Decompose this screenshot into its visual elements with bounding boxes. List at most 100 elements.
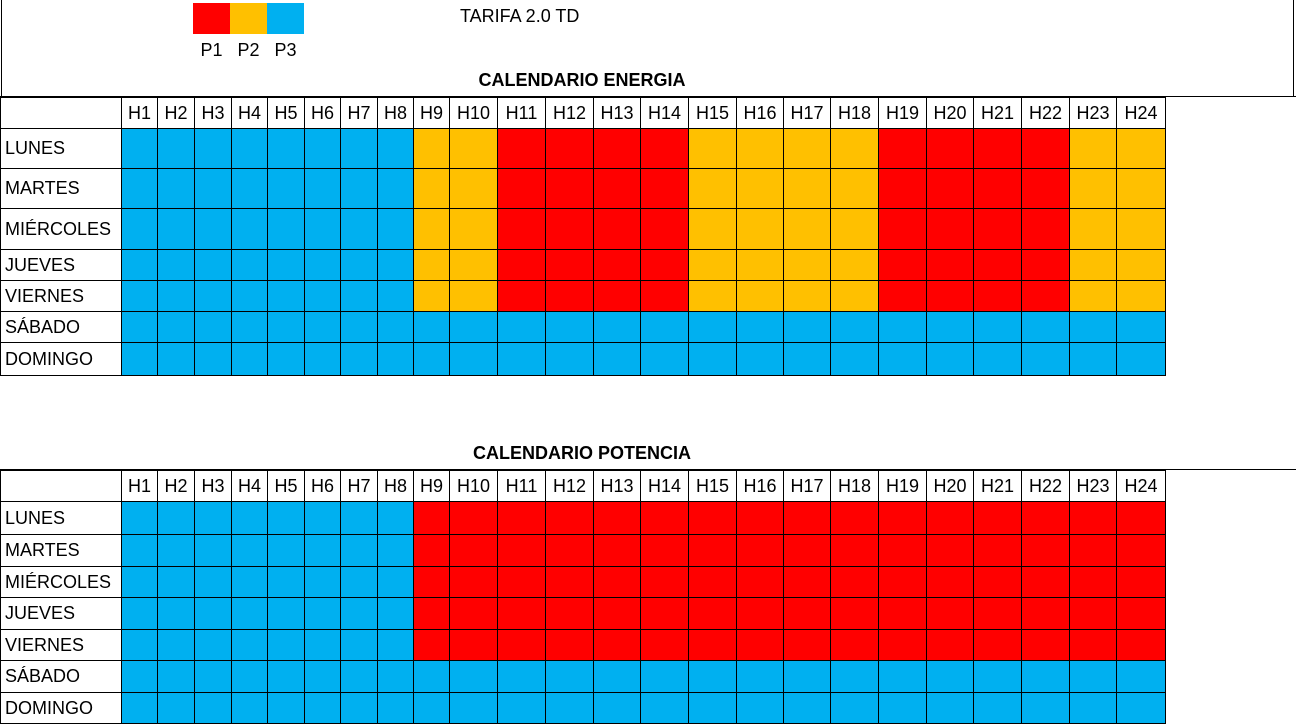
period-cell bbox=[449, 280, 498, 312]
period-cell bbox=[973, 566, 1022, 598]
period-cell bbox=[267, 629, 305, 661]
period-cell bbox=[377, 501, 414, 535]
period-cell bbox=[304, 501, 341, 535]
day-label: JUEVES bbox=[0, 249, 122, 281]
period-cell bbox=[340, 534, 378, 567]
period-cell bbox=[973, 128, 1022, 169]
period-cell bbox=[973, 208, 1022, 250]
period-cell bbox=[640, 597, 689, 630]
header-corner bbox=[0, 470, 122, 502]
period-cell bbox=[545, 501, 594, 535]
period-cell bbox=[736, 342, 784, 376]
period-cell bbox=[449, 660, 498, 693]
period-cell bbox=[926, 629, 974, 661]
period-cell bbox=[973, 597, 1022, 630]
sheet-title: TARIFA 2.0 TD bbox=[460, 6, 580, 26]
period-cell bbox=[121, 311, 158, 343]
period-cell bbox=[640, 128, 689, 169]
period-cell bbox=[413, 660, 450, 693]
day-label: LUNES bbox=[0, 128, 122, 169]
period-cell bbox=[304, 597, 341, 630]
period-cell bbox=[1069, 692, 1117, 724]
period-cell bbox=[377, 566, 414, 598]
period-cell bbox=[973, 249, 1022, 281]
period-cell bbox=[783, 629, 831, 661]
period-cell bbox=[783, 660, 831, 693]
day-label: VIERNES bbox=[0, 280, 122, 312]
period-cell bbox=[545, 629, 594, 661]
hour-header: H20 bbox=[926, 470, 974, 502]
period-cell bbox=[413, 280, 450, 312]
hour-header: H15 bbox=[688, 470, 737, 502]
period-cell bbox=[1021, 249, 1070, 281]
period-cell bbox=[1069, 208, 1117, 250]
period-cell bbox=[304, 249, 341, 281]
period-cell bbox=[449, 128, 498, 169]
period-cell bbox=[593, 249, 641, 281]
period-cell bbox=[736, 692, 784, 724]
period-cell bbox=[878, 208, 927, 250]
period-cell bbox=[736, 280, 784, 312]
period-cell bbox=[545, 168, 594, 209]
period-cell bbox=[1116, 249, 1166, 281]
hour-header: H13 bbox=[593, 97, 641, 129]
period-cell bbox=[1116, 208, 1166, 250]
hour-header: H9 bbox=[413, 97, 450, 129]
legend-swatch bbox=[267, 3, 304, 34]
period-cell bbox=[121, 128, 158, 169]
period-cell bbox=[194, 501, 232, 535]
period-cell bbox=[545, 597, 594, 630]
period-cell bbox=[231, 311, 268, 343]
period-cell bbox=[157, 692, 195, 724]
period-cell bbox=[783, 249, 831, 281]
period-cell bbox=[231, 629, 268, 661]
period-cell bbox=[878, 534, 927, 567]
period-cell bbox=[593, 311, 641, 343]
day-label: MARTES bbox=[0, 168, 122, 209]
hour-header: H22 bbox=[1021, 97, 1070, 129]
hour-header: H10 bbox=[449, 97, 498, 129]
period-cell bbox=[1069, 128, 1117, 169]
hour-header: H21 bbox=[973, 97, 1022, 129]
period-cell bbox=[267, 597, 305, 630]
period-cell bbox=[194, 249, 232, 281]
period-cell bbox=[267, 566, 305, 598]
period-cell bbox=[194, 629, 232, 661]
period-cell bbox=[304, 168, 341, 209]
period-cell bbox=[121, 342, 158, 376]
legend-label: P1 bbox=[200, 40, 223, 60]
period-cell bbox=[340, 128, 378, 169]
period-cell bbox=[449, 168, 498, 209]
period-cell bbox=[304, 342, 341, 376]
period-cell bbox=[267, 208, 305, 250]
period-cell bbox=[830, 692, 879, 724]
period-cell bbox=[231, 692, 268, 724]
hour-header: H12 bbox=[545, 97, 594, 129]
period-cell bbox=[640, 629, 689, 661]
period-cell bbox=[1069, 342, 1117, 376]
period-cell bbox=[157, 128, 195, 169]
period-cell bbox=[231, 660, 268, 693]
period-cell bbox=[830, 660, 879, 693]
period-cell bbox=[830, 597, 879, 630]
period-cell bbox=[783, 501, 831, 535]
period-cell bbox=[304, 566, 341, 598]
hour-header: H21 bbox=[973, 470, 1022, 502]
period-cell bbox=[545, 249, 594, 281]
period-cell bbox=[1021, 501, 1070, 535]
period-cell bbox=[1116, 280, 1166, 312]
period-cell bbox=[926, 208, 974, 250]
period-cell bbox=[1069, 660, 1117, 693]
period-cell bbox=[413, 566, 450, 598]
period-cell bbox=[194, 342, 232, 376]
period-cell bbox=[1021, 534, 1070, 567]
hour-header: H6 bbox=[304, 470, 341, 502]
period-cell bbox=[783, 168, 831, 209]
period-cell bbox=[878, 597, 927, 630]
period-cell bbox=[497, 249, 546, 281]
sheet-border bbox=[1293, 0, 1294, 97]
period-cell bbox=[640, 692, 689, 724]
hour-header: H2 bbox=[157, 97, 195, 129]
period-cell bbox=[377, 597, 414, 630]
period-cell bbox=[878, 280, 927, 312]
